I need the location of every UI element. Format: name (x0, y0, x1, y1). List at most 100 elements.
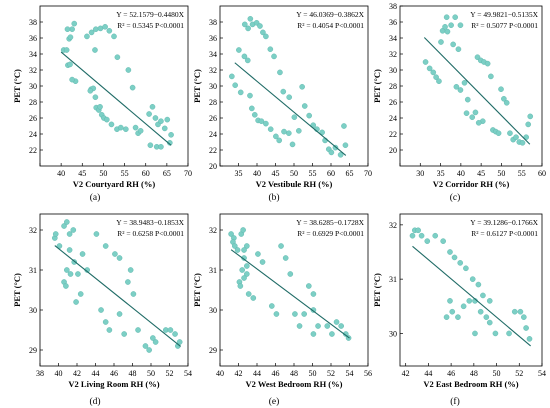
data-point (263, 120, 269, 127)
x-tick-label: 52 (166, 369, 174, 378)
x-axis-label: V2 Corridor RH (%) (433, 179, 510, 189)
x-tick-label: 50 (147, 369, 155, 378)
data-point (451, 254, 458, 261)
data-point (486, 298, 493, 304)
y-axis-label: PET (°C) (12, 273, 22, 307)
data-point (310, 307, 317, 313)
data-point (271, 53, 277, 60)
regression-equation: Y = 38.9483−0.1853X (116, 218, 184, 227)
x-tick-label: 65 (163, 169, 171, 178)
x-tick-label: 44 (92, 369, 100, 378)
data-point (97, 104, 103, 110)
data-point (232, 82, 238, 88)
x-tick-label: 40 (57, 169, 65, 178)
y-tick-label: 32 (209, 66, 217, 75)
x-tick-label: 48 (290, 369, 298, 378)
data-point (519, 139, 526, 146)
y-tick-label: 20 (389, 146, 397, 155)
chart-panel-3: 38 40 42 44 46 48 50 52 54 29 30 31 32 V2 Living Room… (12, 213, 192, 389)
data-point (453, 84, 460, 90)
x-tick-label: 42 (402, 369, 410, 378)
data-point (475, 120, 482, 126)
panel-b-label: (b) (268, 192, 279, 203)
data-point (244, 57, 251, 64)
data-point (257, 23, 263, 29)
data-point (301, 311, 307, 317)
chart-panel-2: 30 35 40 45 50 55 60 20 22 24 26 28 30 32 34 36 38 V2 Cor… (372, 2, 546, 189)
data-point (125, 67, 132, 73)
data-point (228, 231, 234, 237)
x-tick-label: 65 (346, 169, 354, 178)
regression-equation: Y = 39.1286−0.1766X (470, 218, 538, 227)
y-tick-label: 36 (29, 34, 37, 43)
data-point (338, 323, 344, 329)
data-point (158, 118, 164, 124)
y-tick-label: 29 (209, 346, 217, 355)
data-point (106, 327, 113, 333)
data-point (341, 123, 347, 129)
data-point (457, 87, 464, 93)
data-point (231, 243, 238, 249)
y-tick-label: 34 (29, 50, 37, 59)
y-tick-label: 32 (389, 221, 397, 230)
data-point (438, 39, 444, 45)
data-point (112, 251, 118, 257)
data-point (116, 255, 123, 261)
data-point (267, 46, 274, 53)
data-point (291, 114, 298, 120)
data-point (236, 47, 242, 53)
panel-a-label: (a) (90, 192, 101, 203)
data-point (342, 142, 349, 148)
data-point (292, 311, 298, 317)
data-point (234, 247, 241, 253)
data-point (455, 46, 462, 53)
y-tick-label: 32 (209, 226, 217, 235)
data-point (102, 319, 109, 325)
y-tick-label: 34 (209, 50, 217, 59)
y-tick-label: 30 (29, 82, 37, 91)
data-point (63, 47, 70, 53)
data-point (296, 127, 302, 134)
data-point (135, 327, 141, 333)
data-point (442, 23, 448, 30)
data-point (433, 74, 439, 80)
data-point (422, 59, 429, 65)
data-point (449, 308, 456, 315)
data-point (472, 109, 479, 116)
regression-equation: Y = 52.1579−0.4480X (116, 10, 184, 19)
data-point (527, 113, 534, 120)
data-point (66, 247, 73, 253)
y-tick-label: 28 (209, 98, 217, 107)
x-tick-label: 40 (55, 369, 63, 378)
panel-e-label: (e) (269, 396, 280, 407)
data-point (152, 115, 159, 121)
data-point (251, 112, 258, 118)
data-point (415, 227, 421, 234)
data-point (472, 330, 478, 337)
data-point (276, 137, 283, 144)
data-point (273, 133, 279, 140)
y-tick-label: 30 (209, 82, 217, 91)
x-tick-label: 55 (309, 169, 317, 178)
x-tick-label: 52 (515, 369, 523, 378)
y-tick-label: 36 (209, 34, 217, 43)
data-point (241, 247, 247, 253)
data-point (106, 27, 113, 34)
data-point (289, 141, 296, 148)
x-tick-label: 60 (142, 169, 150, 178)
y-tick-label: 24 (209, 130, 217, 139)
data-point (268, 303, 275, 309)
x-tick-label: 45 (78, 169, 86, 178)
x-tick-label: 45 (477, 169, 485, 178)
data-point (310, 291, 317, 297)
data-point (480, 292, 486, 299)
y-tick-label: 32 (29, 66, 37, 75)
x-tick-label: 54 (184, 369, 192, 378)
data-point (447, 298, 453, 304)
data-point (286, 130, 292, 136)
data-point (443, 314, 450, 320)
x-axis-label: V2 Vestibule RH (%) (256, 179, 333, 189)
y-tick-label: 20 (209, 162, 217, 171)
panel-c-label: (c) (450, 192, 461, 203)
x-tick-label: 35 (437, 169, 445, 178)
